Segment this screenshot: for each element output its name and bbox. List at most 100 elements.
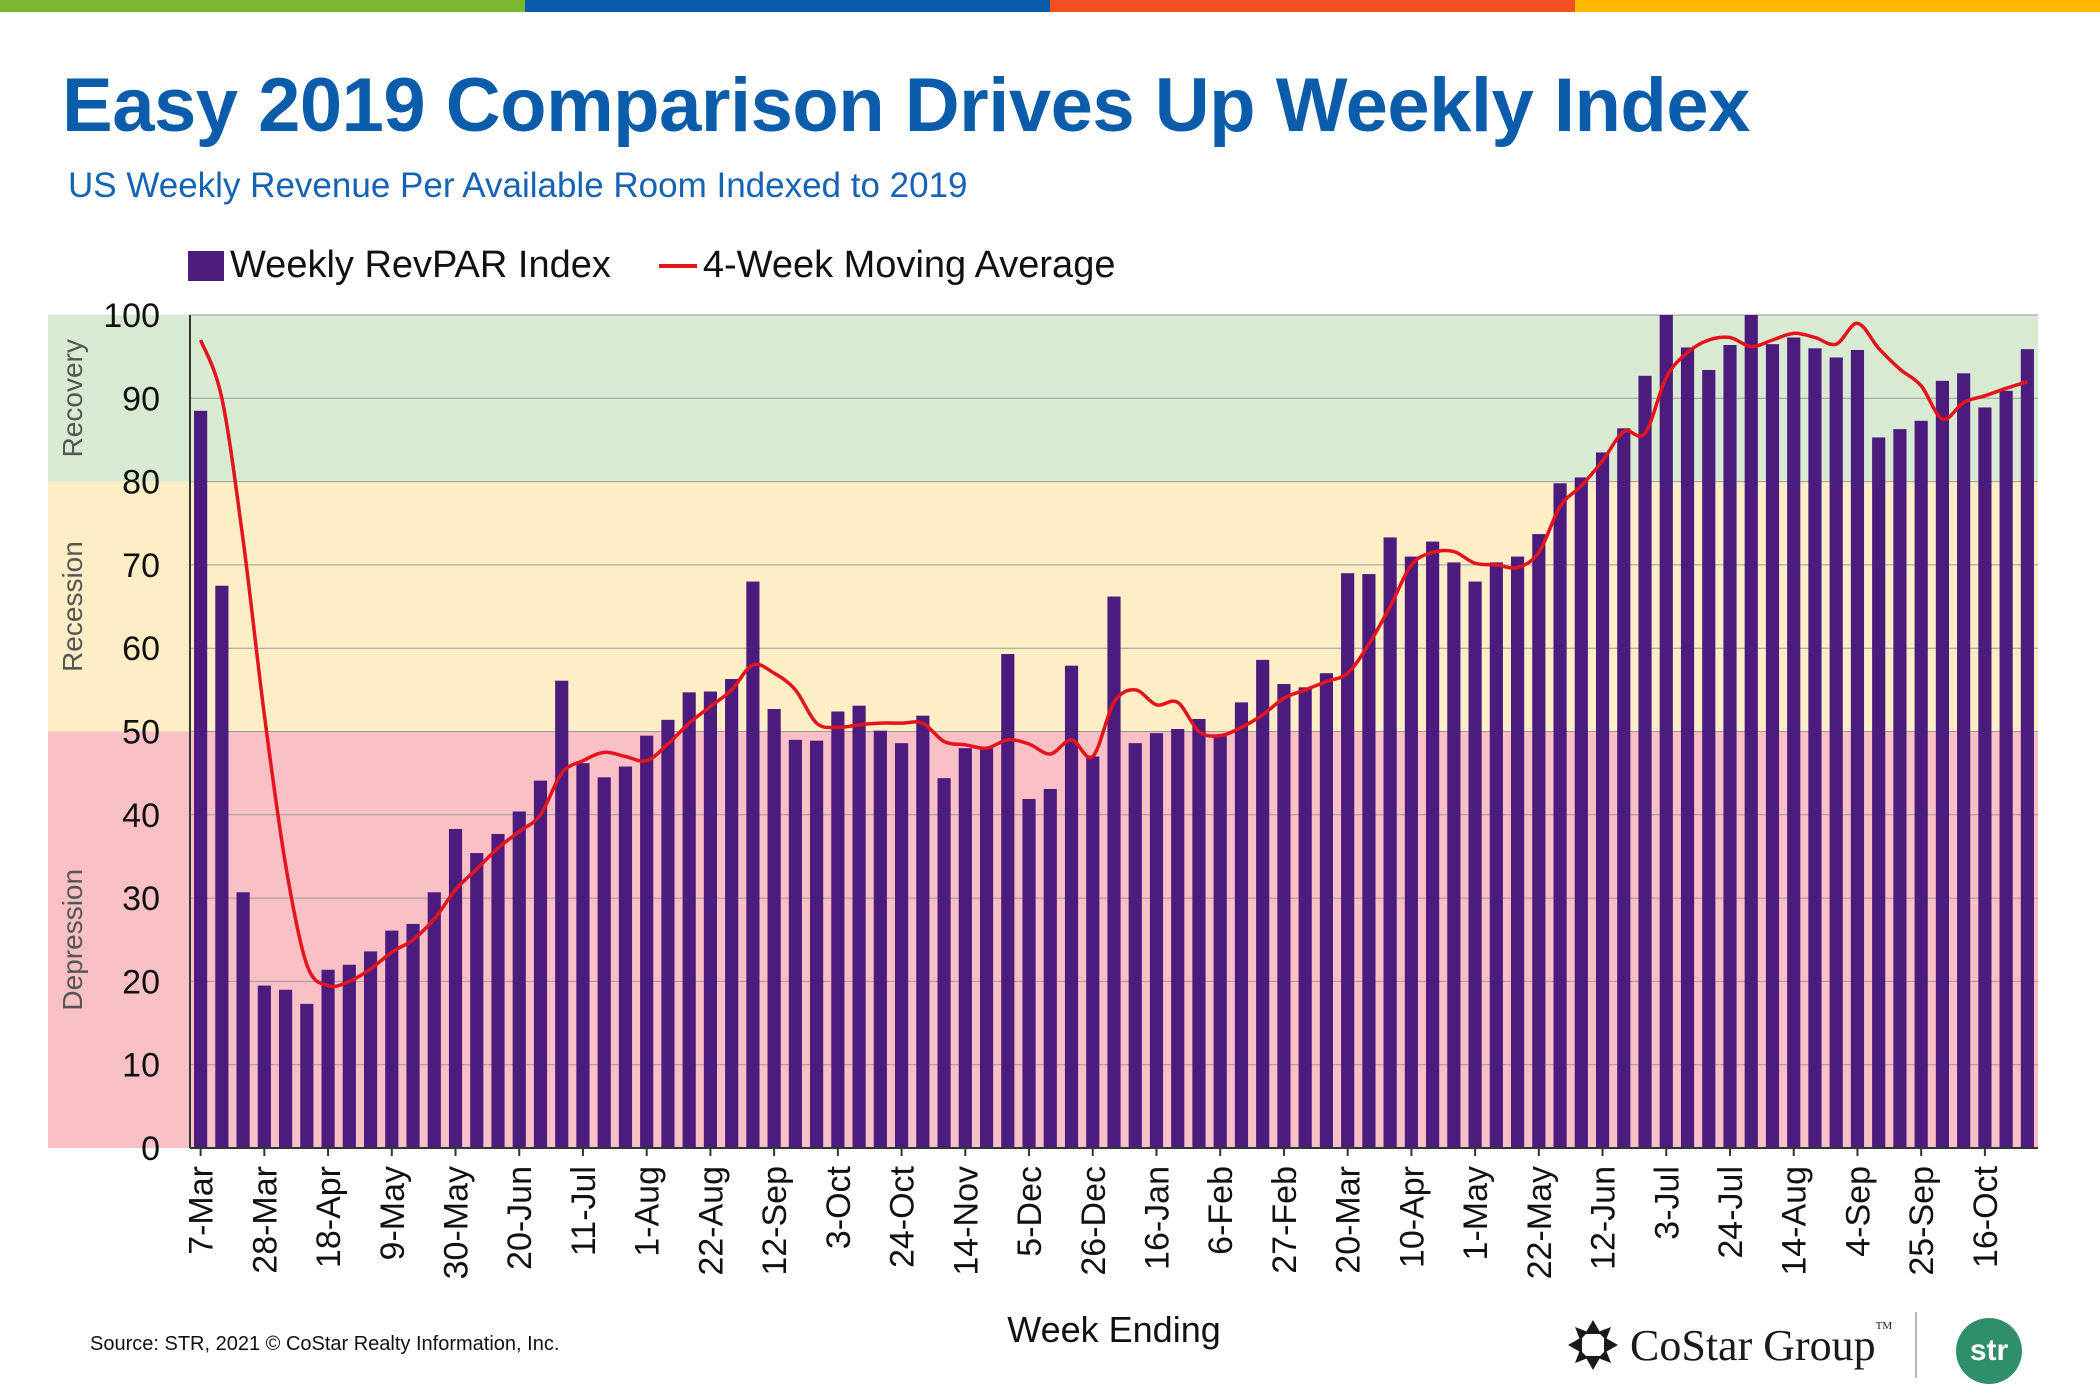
bar <box>491 833 505 1148</box>
bar <box>1999 390 2013 1149</box>
y-tick-label: 50 <box>122 714 160 752</box>
bar <box>1001 654 1015 1148</box>
bar <box>1383 537 1397 1148</box>
bar <box>1787 337 1801 1149</box>
costar-logo: CoStar GroupTM <box>1566 1318 1892 1372</box>
bar <box>597 777 611 1148</box>
bar <box>979 748 994 1148</box>
top-color-bar <box>0 0 2100 12</box>
bar <box>279 989 293 1148</box>
x-tick-label: 22-Aug <box>692 1166 730 1276</box>
top-bar-yellow <box>1575 0 2100 12</box>
moving-average-line <box>198 321 2028 989</box>
bar <box>470 853 484 1148</box>
bar <box>1362 574 1376 1148</box>
bar <box>1298 687 1312 1148</box>
x-tick-label: 14-Nov <box>947 1166 985 1276</box>
bar <box>363 951 378 1148</box>
bar <box>682 692 696 1148</box>
bar <box>1256 659 1270 1148</box>
bar <box>767 709 781 1148</box>
bar <box>1553 483 1567 1148</box>
str-logo: str <box>1956 1318 2022 1384</box>
top-bar-green <box>0 0 525 12</box>
bar <box>236 892 250 1148</box>
band-label-recovery: Recovery <box>57 339 88 457</box>
bar <box>1277 684 1291 1148</box>
x-tick-label: 25-Sep <box>1903 1166 1941 1276</box>
bar <box>1447 562 1461 1148</box>
bar <box>831 711 845 1148</box>
legend-line-swatch <box>658 263 697 268</box>
bar <box>385 930 399 1148</box>
bar <box>1659 315 1673 1148</box>
bar <box>1574 477 1588 1148</box>
bar <box>1426 541 1440 1148</box>
bar <box>1341 573 1355 1148</box>
y-tick-label: 0 <box>141 1130 160 1168</box>
costar-wordmark: CoStar GroupTM <box>1630 1319 1893 1370</box>
bar <box>1022 798 1036 1148</box>
x-tick-label: 1-Aug <box>629 1166 667 1257</box>
bar <box>448 828 463 1148</box>
bar <box>1532 534 1546 1148</box>
bar <box>1872 437 1886 1148</box>
bar <box>1192 719 1206 1148</box>
bar <box>703 691 717 1148</box>
bar <box>194 410 208 1148</box>
bar <box>852 705 866 1148</box>
bar <box>1765 344 1780 1148</box>
legend-bar-label: Weekly RevPAR Index <box>230 244 611 286</box>
top-bar-blue <box>525 0 1050 12</box>
x-tick-label: 11-Jul <box>565 1166 603 1256</box>
x-tick-label: 16-Oct <box>1967 1165 2005 1268</box>
bar <box>1744 315 1758 1148</box>
x-tick-label: 1-May <box>1457 1166 1495 1260</box>
y-tick-label: 40 <box>122 797 160 835</box>
x-tick-label: 14-Aug <box>1776 1166 1814 1276</box>
x-tick-label: 12-Sep <box>756 1166 794 1276</box>
x-tick-label: 20-Jun <box>501 1166 539 1270</box>
bar <box>533 780 548 1148</box>
bar <box>1935 380 1949 1148</box>
bar <box>788 739 802 1148</box>
y-tick-label: 30 <box>122 880 160 918</box>
bar <box>1319 673 1333 1148</box>
x-tick-label: 28-Mar <box>246 1166 284 1274</box>
bar <box>257 985 271 1148</box>
x-tick-label: 20-Mar <box>1330 1166 1368 1274</box>
chart-subtitle: US Weekly Revenue Per Available Room Ind… <box>68 166 968 205</box>
x-tick-label: 3-Jul <box>1648 1166 1686 1240</box>
x-tick-label: 24-Oct <box>884 1165 922 1268</box>
bar <box>1702 369 1716 1148</box>
x-tick-label: 5-Dec <box>1011 1166 1049 1257</box>
bar <box>2020 349 2034 1148</box>
bar <box>1511 556 1525 1148</box>
bar <box>1680 347 1695 1148</box>
bar <box>1850 349 1865 1149</box>
bar <box>1213 734 1227 1148</box>
bar <box>1043 788 1057 1148</box>
x-tick-label: 9-May <box>374 1166 412 1260</box>
bar <box>406 923 420 1148</box>
bar <box>1468 581 1482 1148</box>
bar <box>1617 428 1631 1149</box>
y-tick-label: 100 <box>103 297 160 335</box>
bar <box>215 585 229 1148</box>
x-tick-label: 6-Feb <box>1202 1166 1240 1255</box>
bar <box>1829 357 1843 1148</box>
y-tick-label: 20 <box>122 963 160 1001</box>
x-axis-title: Week Ending <box>1007 1309 1220 1350</box>
bar <box>1404 556 1418 1148</box>
bar <box>640 735 654 1148</box>
top-bar-orange <box>1050 0 1575 12</box>
bar <box>1638 375 1652 1149</box>
bar <box>873 730 887 1148</box>
bar <box>1978 407 1992 1148</box>
x-tick-label: 4-Sep <box>1839 1166 1877 1257</box>
bar <box>725 679 739 1148</box>
source-note: Source: STR, 2021 © CoStar Realty Inform… <box>90 1333 560 1355</box>
page-title: Easy 2019 Comparison Drives Up Weekly In… <box>62 63 1750 148</box>
bar <box>1128 743 1142 1148</box>
